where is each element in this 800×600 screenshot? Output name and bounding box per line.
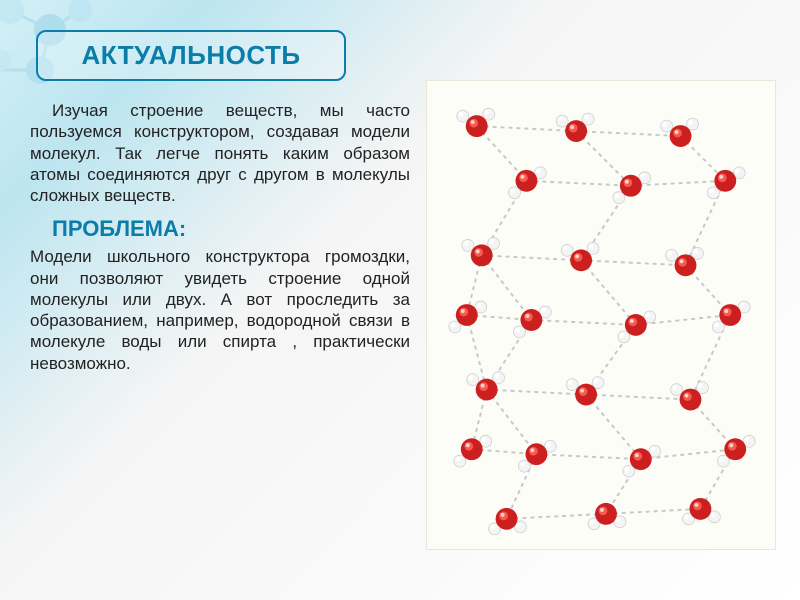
problem-paragraph: Модели школьного конструктора громоздки,… xyxy=(30,246,410,374)
title-box: АКТУАЛЬНОСТЬ xyxy=(36,30,346,81)
slide-title: АКТУАЛЬНОСТЬ xyxy=(56,40,326,71)
molecule-lattice-figure xyxy=(426,80,776,550)
problem-heading: ПРОБЛЕМА: xyxy=(52,216,410,242)
intro-paragraph: Изучая строение веществ, мы часто пользу… xyxy=(30,100,410,206)
title-container: АКТУАЛЬНОСТЬ xyxy=(36,30,346,81)
text-content: Изучая строение веществ, мы часто пользу… xyxy=(30,100,410,374)
